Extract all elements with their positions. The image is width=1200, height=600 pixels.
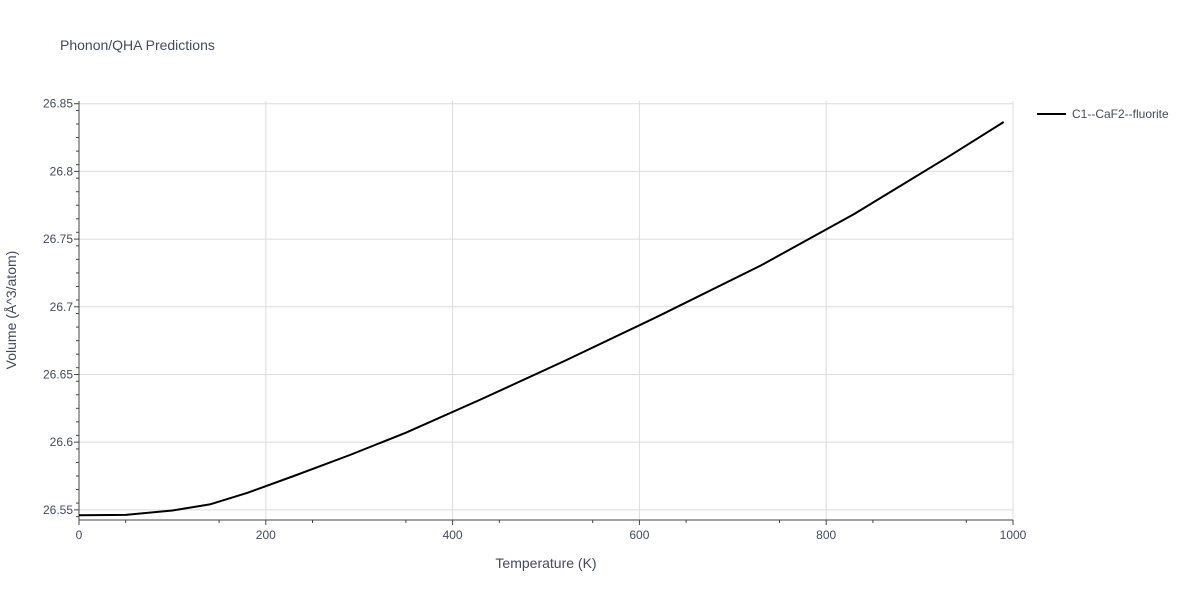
axes	[78, 101, 1013, 521]
grid	[79, 101, 1014, 520]
chart-title: Phonon/QHA Predictions	[60, 37, 215, 53]
x-tick-label: 0	[76, 528, 83, 542]
x-ticks: 0 200 400 600 800 1000	[76, 520, 1027, 542]
series-line[interactable]	[78, 121, 1005, 517]
series	[78, 121, 1005, 517]
x-tick-label: 1000	[1000, 528, 1027, 542]
x-axis-title: Temperature (K)	[495, 555, 596, 571]
x-tick-label: 600	[629, 528, 649, 542]
y-tick-label: 26.8	[50, 164, 74, 178]
legend-label: C1--CaF2--fluorite	[1072, 107, 1169, 121]
y-tick-label: 26.65	[43, 367, 73, 381]
y-ticks: 26.55 26.6 26.65 26.7 26.75 26.8 26.85	[43, 97, 79, 518]
x-tick-label: 200	[256, 528, 276, 542]
y-tick-label: 26.55	[43, 503, 73, 517]
x-tick-label: 800	[816, 528, 836, 542]
y-tick-label: 26.6	[50, 435, 74, 449]
y-axis-title: Volume (Å^3/atom)	[3, 251, 19, 370]
y-tick-label: 26.7	[50, 300, 74, 314]
y-tick-label: 26.85	[43, 97, 73, 111]
y-tick-label: 26.75	[43, 232, 73, 246]
x-tick-label: 400	[443, 528, 463, 542]
legend[interactable]: C1--CaF2--fluorite	[1037, 107, 1169, 121]
